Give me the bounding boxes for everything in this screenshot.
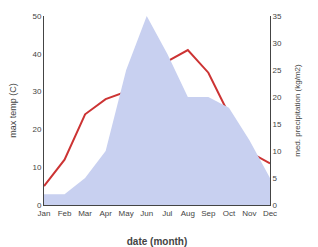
svg-text:max temp (C): max temp (C) [8,83,18,138]
svg-text:30: 30 [32,87,41,96]
svg-text:35: 35 [273,12,282,21]
svg-text:Jul: Jul [162,209,172,218]
svg-text:Nov: Nov [242,209,256,218]
svg-text:Aug: Aug [181,209,195,218]
svg-text:20: 20 [32,125,41,134]
svg-text:5: 5 [273,174,278,183]
svg-text:10: 10 [273,147,282,156]
svg-text:Sep: Sep [201,209,216,218]
svg-text:50: 50 [32,12,41,21]
svg-text:20: 20 [273,93,282,102]
svg-text:10: 10 [32,163,41,172]
svg-text:0: 0 [37,201,42,210]
svg-text:Dec: Dec [263,209,277,218]
svg-text:Mar: Mar [78,209,92,218]
svg-text:med. precipitation (kg/m2): med. precipitation (kg/m2) [293,64,302,157]
svg-text:date (month): date (month) [127,236,188,247]
svg-text:30: 30 [273,39,282,48]
svg-text:Feb: Feb [58,209,72,218]
svg-text:0: 0 [273,201,278,210]
svg-text:May: May [119,209,134,218]
svg-text:Jun: Jun [140,209,153,218]
svg-text:Oct: Oct [223,209,236,218]
svg-text:25: 25 [273,66,282,75]
svg-text:Jan: Jan [38,209,51,218]
svg-text:40: 40 [32,50,41,59]
svg-text:15: 15 [273,120,282,129]
svg-text:Apr: Apr [99,209,112,218]
